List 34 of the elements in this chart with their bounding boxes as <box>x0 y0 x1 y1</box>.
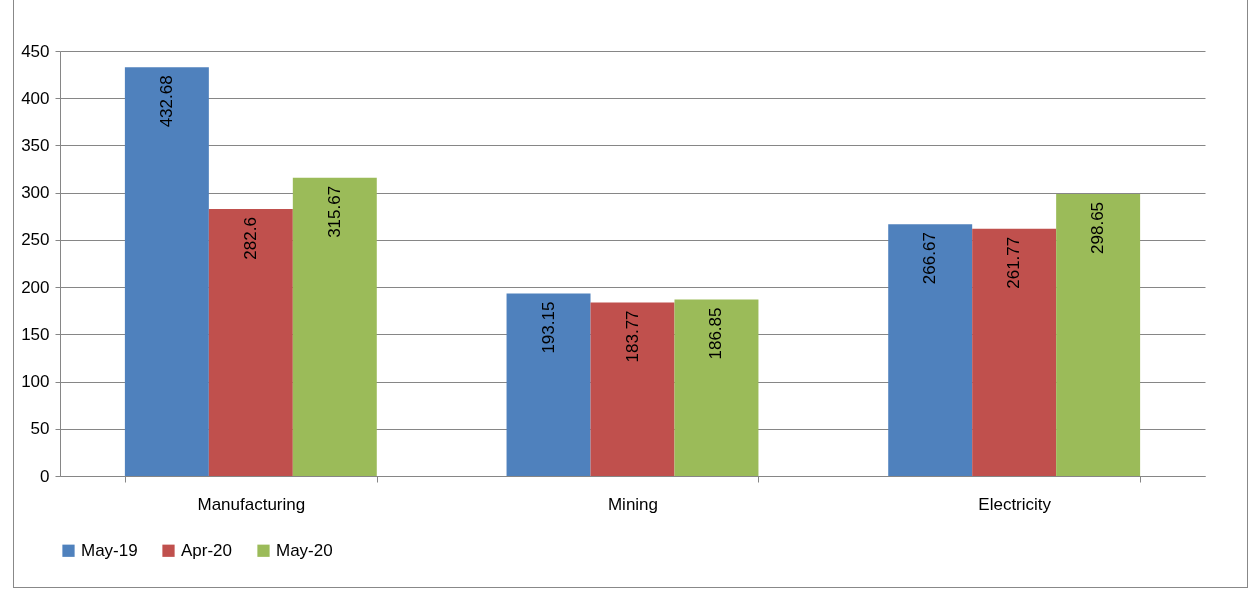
bar <box>1056 193 1141 476</box>
bar <box>124 67 209 476</box>
x-tick-label: Manufacturing <box>197 494 306 514</box>
data-label: 183.77 <box>622 310 642 363</box>
y-tick-label: 200 <box>21 277 50 297</box>
bar <box>292 177 377 476</box>
data-label: 261.77 <box>1004 236 1024 289</box>
data-label: 266.67 <box>920 232 940 285</box>
data-label: 186.85 <box>706 307 726 360</box>
y-tick-label: 300 <box>21 183 50 203</box>
legend-label: May-19 <box>81 540 138 560</box>
y-tick-label: 250 <box>21 230 50 250</box>
data-label: 298.65 <box>1088 201 1108 254</box>
legend-label: Apr-20 <box>181 540 233 560</box>
x-tick-label: Mining <box>607 494 659 514</box>
y-tick-label: 450 <box>21 41 50 61</box>
bar <box>506 293 591 476</box>
legend-label: May-20 <box>276 540 333 560</box>
y-tick-label: 0 <box>40 466 50 486</box>
data-label: 193.15 <box>538 301 558 354</box>
data-label: 282.6 <box>240 217 260 260</box>
y-tick-label: 350 <box>21 135 50 155</box>
bar <box>674 299 759 476</box>
bar <box>208 209 293 476</box>
y-tick-label: 150 <box>21 324 50 344</box>
y-tick-label: 50 <box>30 419 50 439</box>
bar <box>590 302 675 476</box>
data-label: 315.67 <box>324 185 344 238</box>
bar <box>972 228 1057 476</box>
data-label: 432.68 <box>156 75 176 128</box>
x-tick-label: Electricity <box>978 494 1052 514</box>
bar <box>888 224 973 476</box>
y-tick-label: 400 <box>21 88 50 108</box>
y-tick-label: 100 <box>21 372 50 392</box>
